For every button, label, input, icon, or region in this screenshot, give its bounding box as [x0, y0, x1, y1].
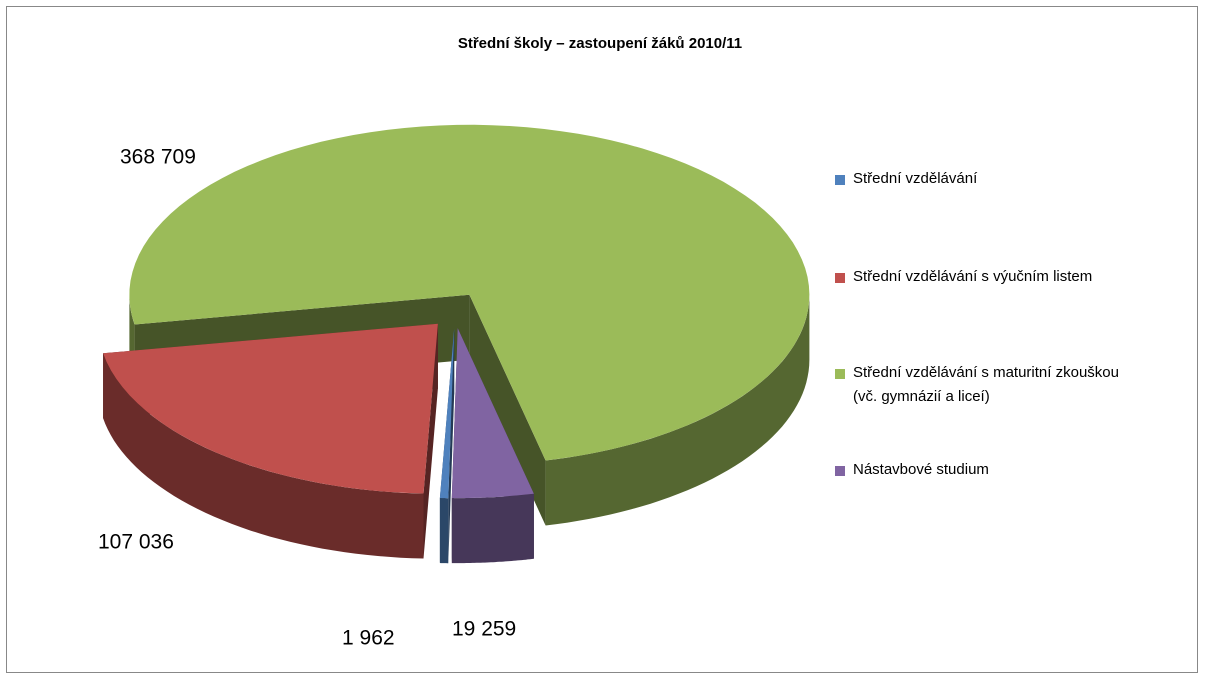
slice [451, 328, 534, 499]
legend-swatch [835, 273, 845, 283]
slice-side [469, 294, 546, 526]
data-label: 19 259 [452, 618, 516, 641]
slice [439, 328, 455, 499]
legend-label: Střední vzdělávání s maturitní zkouškou … [853, 364, 1119, 405]
legend-item: Střední vzdělávání s výučním listem [835, 268, 1145, 289]
data-label: 107 036 [98, 531, 174, 554]
legend-swatch [835, 175, 845, 185]
slice-wall [103, 353, 424, 559]
slice-wall [439, 498, 449, 564]
data-label: 1 962 [342, 627, 395, 650]
chart-title: Střední školy – zastoupení žáků 2010/11 [458, 35, 742, 52]
legend-label: Střední vzdělávání [853, 170, 978, 187]
slice [103, 323, 438, 494]
data-label: 368 709 [120, 146, 196, 169]
legend-swatch [835, 466, 845, 476]
slice-wall [451, 493, 534, 564]
legend-item: Nástavbové studium [835, 461, 1145, 482]
legend-item: Střední vzdělávání s maturitní zkouškou … [835, 364, 1145, 409]
legend-swatch [835, 369, 845, 379]
legend-label: Střední vzdělávání s výučním listem [853, 268, 1093, 285]
slice-wall [545, 294, 810, 526]
slice [129, 124, 810, 461]
legend-label: Nástavbové studium [853, 461, 989, 478]
legend-item: Střední vzdělávání [835, 170, 1145, 191]
